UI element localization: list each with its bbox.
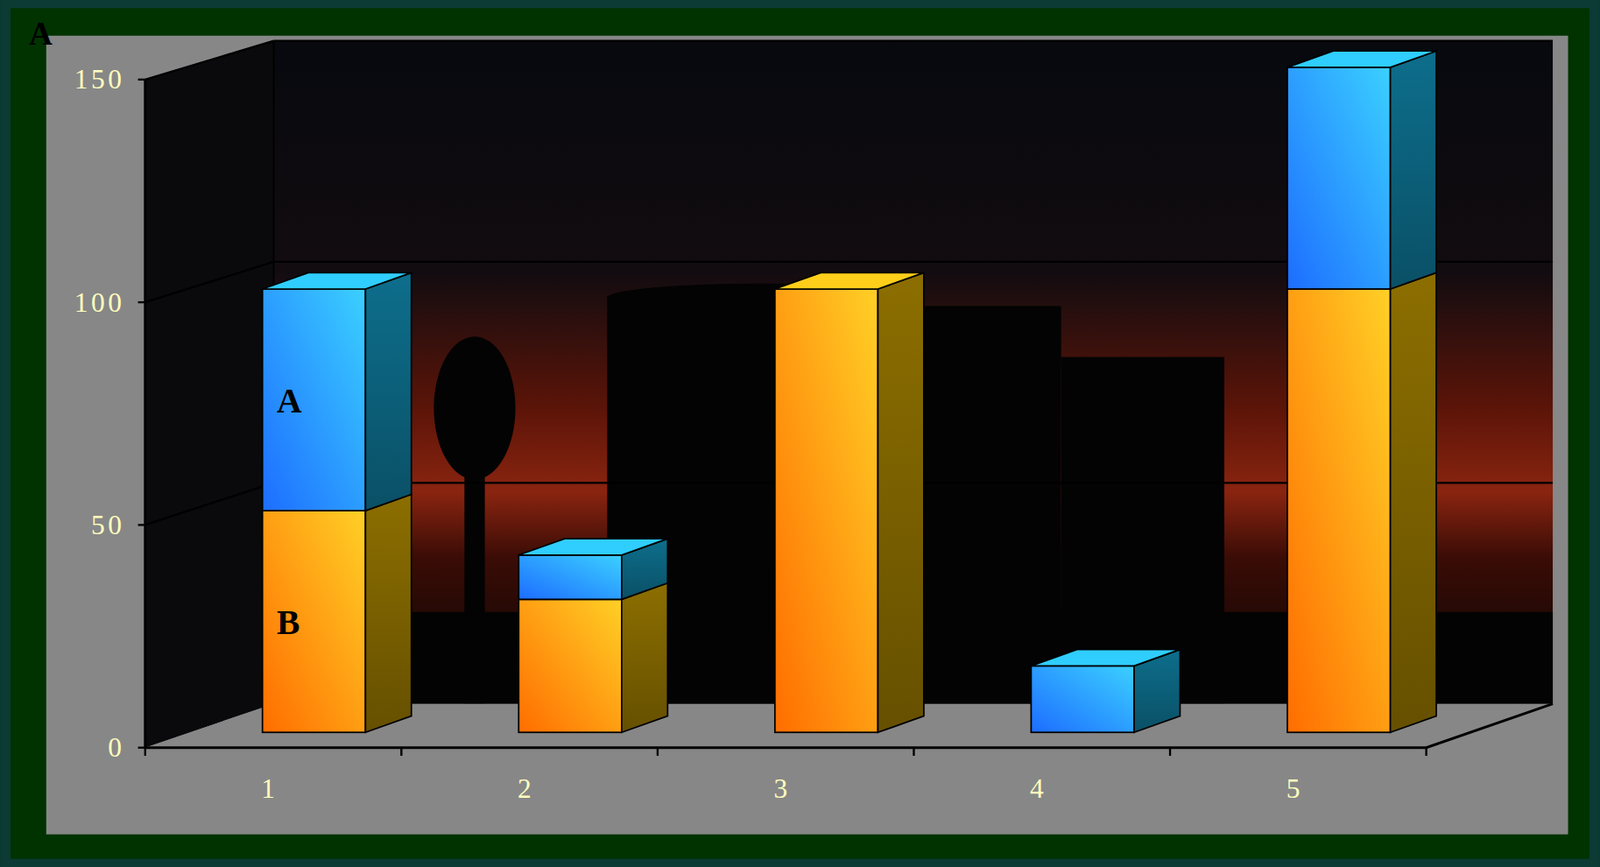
bar-segment: [1030, 649, 1180, 734]
bar-top: [1030, 649, 1180, 667]
x-tick: [1424, 747, 1427, 756]
bar-side: [621, 583, 668, 734]
x-tick-label: 3: [774, 773, 789, 804]
y-tick-label: 50: [91, 509, 125, 541]
bar-front: [1030, 665, 1135, 733]
bar-front: [1287, 67, 1391, 289]
grid-line-side: [145, 261, 275, 303]
grid-line-side: [145, 41, 275, 80]
bar-segment: [262, 493, 412, 733]
x-tick: [400, 747, 402, 756]
bar-top: [1287, 50, 1437, 68]
chart-area: [46, 35, 1569, 835]
chart-title: A: [28, 15, 53, 52]
series-label: B: [276, 603, 300, 642]
y-tick-label: 0: [107, 732, 125, 763]
bar-front: [1287, 288, 1391, 733]
series-label: A: [276, 381, 303, 421]
grid-line-side: [145, 482, 275, 525]
bar-side: [877, 272, 924, 733]
bar-front: [518, 555, 622, 600]
bar-top: [775, 272, 924, 289]
bar-front: [775, 288, 879, 733]
bar-side: [1390, 272, 1437, 733]
bar-front: [262, 510, 367, 733]
x-tick: [912, 747, 915, 756]
x-tick-label: 1: [260, 773, 275, 804]
x-tick-label: 2: [517, 773, 532, 804]
x-tick: [144, 747, 147, 756]
chart-svg: 0 50 100 150 1 2 3 4 5 B A A: [0, 0, 1600, 867]
bar-top: [262, 272, 412, 289]
tree: [433, 336, 515, 480]
bar-segment: [1287, 272, 1437, 733]
x-tick: [656, 747, 659, 756]
bar-front: [262, 288, 367, 511]
y-axis: [143, 79, 147, 748]
bar-segment: [518, 538, 668, 600]
x-tick: [1169, 747, 1171, 756]
outer-frame: [0, 0, 1600, 867]
inner-frame: [10, 7, 1590, 859]
chart-root: 0 50 100 150 1 2 3 4 5 B A A: [0, 0, 1600, 867]
bar-side: [365, 272, 411, 511]
bar-side: [365, 493, 411, 733]
y-tick-label: 150: [74, 63, 126, 95]
left-wall: [145, 41, 275, 748]
bar-top: [518, 538, 668, 556]
y-tick-label: 100: [74, 287, 126, 318]
x-tick-label: 4: [1029, 773, 1044, 804]
bar-segment: [775, 272, 924, 733]
bar-front: [518, 599, 622, 733]
grid-line: [274, 39, 1554, 42]
bar-segment: [518, 583, 668, 734]
bar-segment: [1287, 50, 1437, 289]
bar-front: [775, 288, 879, 289]
bars: [262, 50, 1437, 733]
bar-side: [1390, 50, 1437, 289]
bar-segment: [262, 272, 412, 511]
x-tick-label: 5: [1286, 773, 1301, 804]
